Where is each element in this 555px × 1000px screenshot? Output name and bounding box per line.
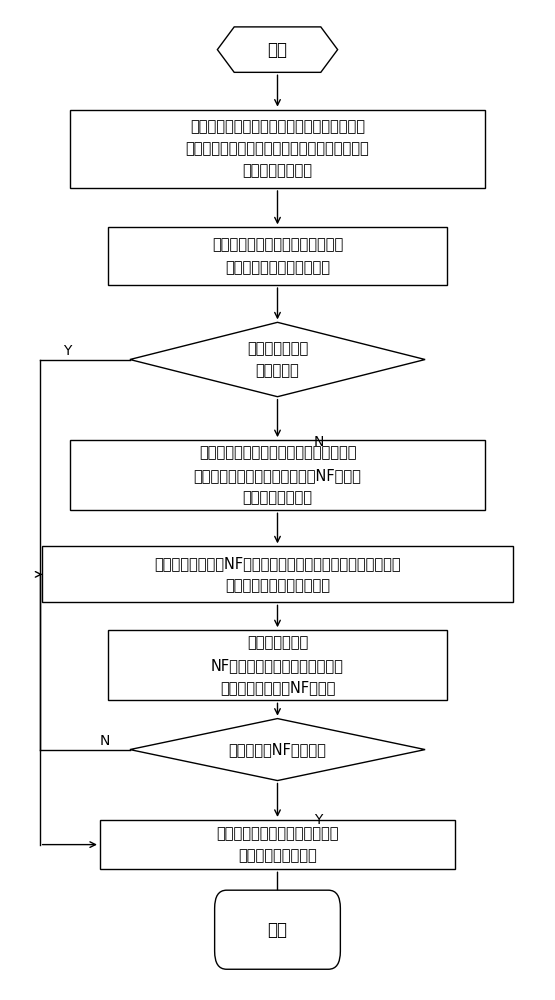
FancyBboxPatch shape [215,890,340,969]
Text: 所有离散变量均
取得离散值: 所有离散变量均 取得离散值 [247,341,308,378]
Bar [108,630,447,700]
Text: 松弛原无功优化问题，并应用二次
约束二次规划算法进行求解: 松弛原无功优化问题，并应用二次 约束二次规划算法进行求解 [212,238,343,275]
Text: 开始: 开始 [268,41,287,59]
Text: 待分支队列NF是否为空: 待分支队列NF是否为空 [229,742,326,757]
Polygon shape [218,27,337,72]
Text: Y: Y [314,813,322,827]
Bar [100,820,455,869]
Text: 从已得整数可行解中取出目标值
最小的解作为最优解: 从已得整数可行解中取出目标值 最小的解作为最优解 [216,826,339,863]
Text: N: N [314,435,324,449]
Bar [70,440,485,510]
Text: 建立计及系统负序电压和网络损耗的目标函数
、节点功率方程、运行约束，形成三相不平衡配
电网无功优化模型: 建立计及系统负序电压和网络损耗的目标函数 、节点功率方程、运行约束，形成三相不平… [185,119,370,178]
Bar [70,110,485,188]
Text: 依次对待分支队列NF中的松弛子问题进行分支，采用二次约束
二次规划求解各分支子问题: 依次对待分支队列NF中的松弛子问题进行分支，采用二次约束 二次规划求解各分支子问… [154,556,401,593]
Text: 根据剪支准则对
NF中的各子问题进行剪支处理，
剪枝后的子问题从NF中删除: 根据剪支准则对 NF中的各子问题进行剪支处理， 剪枝后的子问题从NF中删除 [211,636,344,695]
Polygon shape [130,322,425,397]
Text: 结束: 结束 [268,921,287,939]
Polygon shape [130,719,425,781]
Bar [108,227,447,285]
Bar [42,546,513,602]
Text: N: N [100,734,110,748]
Text: Y: Y [63,344,71,358]
Text: 将松弛问题的最优目标函数值作为下界，
并将松弛问题添加入带分支队列NF中，并
计算原问题的上界: 将松弛问题的最优目标函数值作为下界， 并将松弛问题添加入带分支队列NF中，并 计… [194,446,361,505]
